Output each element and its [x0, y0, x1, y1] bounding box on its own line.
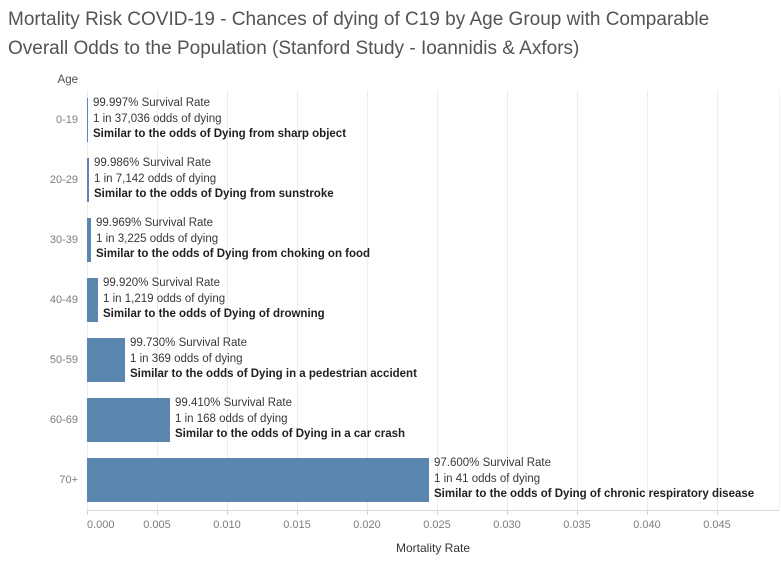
- x-axis-tick: [157, 511, 158, 515]
- x-tick-label: 0.020: [353, 519, 381, 531]
- x-axis-tick: [367, 511, 368, 515]
- x-tick-label: 0.030: [493, 519, 521, 531]
- x-tick-label: 0.010: [213, 519, 241, 531]
- odds-text: 1 in 369 odds of dying: [130, 352, 243, 365]
- age-label: 0-19: [55, 114, 78, 126]
- odds-text: 1 in 7,142 odds of dying: [94, 172, 217, 185]
- x-tick-label: 0.005: [143, 519, 171, 531]
- bar-row: 99.986% Survival Rate 1 in 7,142 odds of…: [87, 150, 779, 210]
- gridline: [577, 90, 578, 510]
- gridline: [507, 90, 508, 510]
- x-axis-tick: [297, 511, 298, 515]
- survival-rate-text: 99.997% Survival Rate: [93, 97, 210, 109]
- survival-rate-text: 99.410% Survival Rate: [175, 397, 292, 409]
- odds-text: 1 in 3,225 odds of dying: [96, 232, 219, 245]
- survival-rate-text: 99.986% Survival Rate: [94, 157, 211, 169]
- odds-text: 1 in 41 odds of dying: [434, 472, 541, 485]
- bar-annotation: 99.969% Survival Rate 1 in 3,225 odds of…: [96, 216, 370, 263]
- x-axis-tick: [647, 511, 648, 515]
- bar-annotation: 99.920% Survival Rate 1 in 1,219 odds of…: [103, 276, 325, 323]
- bar-row: 99.997% Survival Rate 1 in 37,036 odds o…: [87, 90, 779, 150]
- comparison-text: Similar to the odds of Dying from chokin…: [96, 248, 371, 260]
- bar-row: 99.410% Survival Rate 1 in 168 odds of d…: [87, 390, 779, 450]
- gridline: [367, 90, 368, 510]
- bar-annotation: 99.730% Survival Rate 1 in 369 odds of d…: [130, 336, 417, 383]
- bar-annotation: 99.986% Survival Rate 1 in 7,142 odds of…: [94, 156, 334, 203]
- survival-rate-text: 97.600% Survival Rate: [434, 457, 551, 469]
- age-label: 70+: [59, 474, 78, 486]
- odds-text: 1 in 37,036 odds of dying: [93, 112, 222, 125]
- bar-annotation: 99.410% Survival Rate 1 in 168 odds of d…: [175, 396, 405, 443]
- x-axis-tick: [87, 511, 88, 515]
- x-tick-label: 0.000: [87, 519, 115, 531]
- comparison-text: Similar to the odds of Dying in a pedest…: [130, 368, 417, 380]
- mortality-bar[interactable]: [87, 158, 89, 202]
- survival-rate-text: 99.730% Survival Rate: [130, 337, 247, 349]
- mortality-bar[interactable]: [87, 98, 88, 142]
- y-axis-labels: 0-19 20-29 30-39 40-49 50-59 60-69 70+: [0, 90, 78, 510]
- survival-rate-text: 99.920% Survival Rate: [103, 277, 220, 289]
- y-axis-title: Age: [57, 74, 78, 86]
- comparison-text: Similar to the odds of Dying in a car cr…: [175, 428, 406, 440]
- age-label: 50-59: [49, 354, 78, 366]
- bar-row: 99.920% Survival Rate 1 in 1,219 odds of…: [87, 270, 779, 330]
- comparison-text: Similar to the odds of Dying from sunstr…: [94, 188, 334, 200]
- x-axis-tick: [507, 511, 508, 515]
- x-tick-label: 0.015: [283, 519, 311, 531]
- gridline: [297, 90, 298, 510]
- comparison-text: Similar to the odds of Dying of chronic …: [434, 488, 755, 500]
- x-axis-tick: [437, 511, 438, 515]
- plot-area: 99.997% Survival Rate 1 in 37,036 odds o…: [87, 90, 780, 511]
- odds-text: 1 in 168 odds of dying: [175, 412, 288, 425]
- survival-rate-text: 99.969% Survival Rate: [96, 217, 213, 229]
- x-axis-tick: [717, 511, 718, 515]
- age-label: 40-49: [49, 294, 78, 306]
- comparison-text: Similar to the odds of Dying of drowning: [103, 308, 325, 320]
- x-tick-label: 0.045: [703, 519, 731, 531]
- mortality-bar[interactable]: [87, 338, 125, 382]
- gridline: [157, 90, 158, 510]
- x-axis-tick: [227, 511, 228, 515]
- bar-row: 97.600% Survival Rate 1 in 41 odds of dy…: [87, 450, 779, 510]
- age-label: 30-39: [49, 234, 78, 246]
- gridline: [437, 90, 438, 510]
- bar-row: 99.730% Survival Rate 1 in 369 odds of d…: [87, 330, 779, 390]
- x-axis-tick: [577, 511, 578, 515]
- x-tick-label: 0.025: [423, 519, 451, 531]
- x-tick-label: 0.040: [633, 519, 661, 531]
- mortality-bar[interactable]: [87, 458, 429, 502]
- bar-annotation: 99.997% Survival Rate 1 in 37,036 odds o…: [93, 96, 346, 143]
- bar-annotation: 97.600% Survival Rate 1 in 41 odds of dy…: [434, 456, 754, 503]
- mortality-bar[interactable]: [87, 218, 91, 262]
- odds-text: 1 in 1,219 odds of dying: [103, 292, 226, 305]
- gridline: [227, 90, 228, 510]
- mortality-bar[interactable]: [87, 398, 170, 442]
- chart-title: Mortality Risk COVID-19 - Chances of dyi…: [8, 9, 710, 59]
- x-axis-title: Mortality Rate: [395, 541, 471, 555]
- age-label: 60-69: [49, 414, 78, 426]
- gridline: [647, 90, 648, 510]
- age-label: 20-29: [49, 174, 78, 186]
- x-tick-label: 0.035: [563, 519, 591, 531]
- comparison-text: Similar to the odds of Dying from sharp …: [93, 128, 347, 140]
- gridline: [717, 90, 718, 510]
- mortality-bar[interactable]: [87, 278, 98, 322]
- bar-row: 99.969% Survival Rate 1 in 3,225 odds of…: [87, 210, 779, 270]
